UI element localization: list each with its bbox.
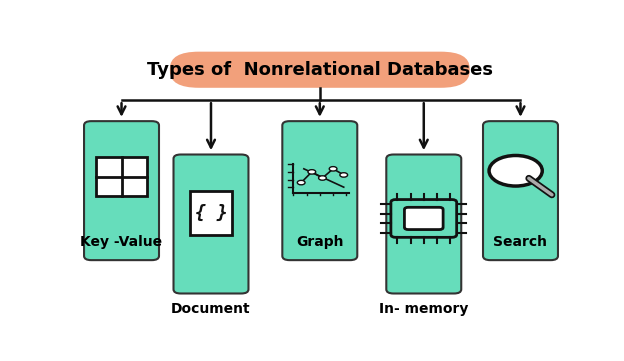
Text: In- memory: In- memory [379,302,469,316]
FancyBboxPatch shape [282,121,358,260]
Circle shape [489,156,542,186]
FancyBboxPatch shape [386,155,461,293]
FancyBboxPatch shape [84,121,159,260]
Bar [96,157,147,196]
Circle shape [308,170,316,174]
Text: Document: Document [171,302,251,316]
Text: Key -Value: Key -Value [80,235,163,249]
FancyBboxPatch shape [404,207,443,230]
Text: Graph: Graph [296,235,344,249]
FancyBboxPatch shape [170,52,470,88]
FancyBboxPatch shape [173,155,248,293]
Text: Search: Search [494,235,547,249]
Text: { }: { } [195,204,227,222]
Text: Types of  Nonrelational Databases: Types of Nonrelational Databases [147,61,493,79]
Circle shape [329,166,337,171]
Circle shape [319,176,326,180]
Circle shape [297,180,305,185]
Circle shape [340,173,348,177]
Bar [190,191,232,235]
FancyBboxPatch shape [483,121,558,260]
